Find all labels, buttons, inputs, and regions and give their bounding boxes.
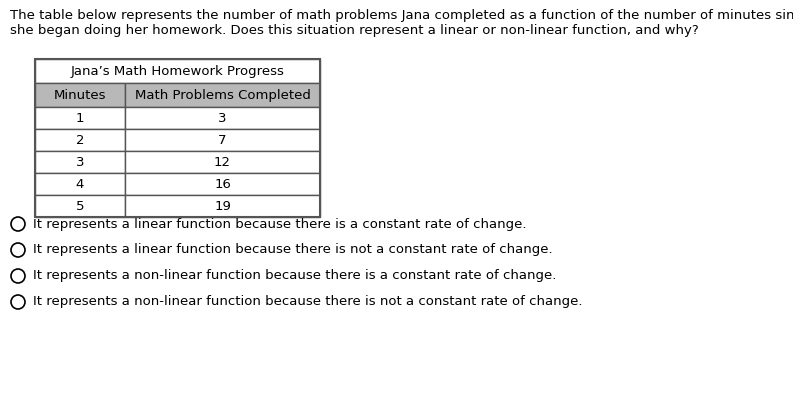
Text: Minutes: Minutes [54, 89, 106, 102]
Text: It represents a non-linear function because there is a constant rate of change.: It represents a non-linear function beca… [33, 269, 557, 282]
Bar [35, 59, 320, 83]
Text: Math Problems Completed: Math Problems Completed [135, 89, 310, 102]
Text: It represents a linear function because there is a constant rate of change.: It represents a linear function because … [33, 217, 527, 230]
Bar [35, 83, 125, 107]
Bar [35, 151, 125, 173]
Text: she began doing her homework. Does this situation represent a linear or non-line: she began doing her homework. Does this … [10, 24, 699, 37]
Text: 2: 2 [76, 134, 84, 147]
Text: The table below represents the number of math problems Jana completed as a funct: The table below represents the number of… [10, 9, 793, 22]
Bar [125, 129, 320, 151]
Bar [35, 195, 125, 217]
Text: It represents a non-linear function because there is not a constant rate of chan: It represents a non-linear function beca… [33, 296, 583, 309]
Circle shape [11, 217, 25, 231]
Text: 7: 7 [218, 134, 227, 147]
Bar [125, 83, 320, 107]
Text: 12: 12 [214, 156, 231, 169]
Text: 3: 3 [76, 156, 84, 169]
Bar [125, 195, 320, 217]
Circle shape [11, 243, 25, 257]
Bar [125, 173, 320, 195]
Circle shape [11, 295, 25, 309]
Text: Jana’s Math Homework Progress: Jana’s Math Homework Progress [71, 65, 285, 78]
Text: 1: 1 [76, 112, 84, 125]
Bar [35, 173, 125, 195]
Bar [35, 59, 320, 217]
Text: 3: 3 [218, 112, 227, 125]
Circle shape [11, 269, 25, 283]
Text: It represents a linear function because there is not a constant rate of change.: It represents a linear function because … [33, 243, 553, 256]
Text: 19: 19 [214, 199, 231, 212]
Bar [35, 107, 125, 129]
Text: 5: 5 [76, 199, 84, 212]
Text: 4: 4 [76, 178, 84, 191]
Bar [125, 107, 320, 129]
Bar [125, 151, 320, 173]
Text: 16: 16 [214, 178, 231, 191]
Bar [35, 129, 125, 151]
